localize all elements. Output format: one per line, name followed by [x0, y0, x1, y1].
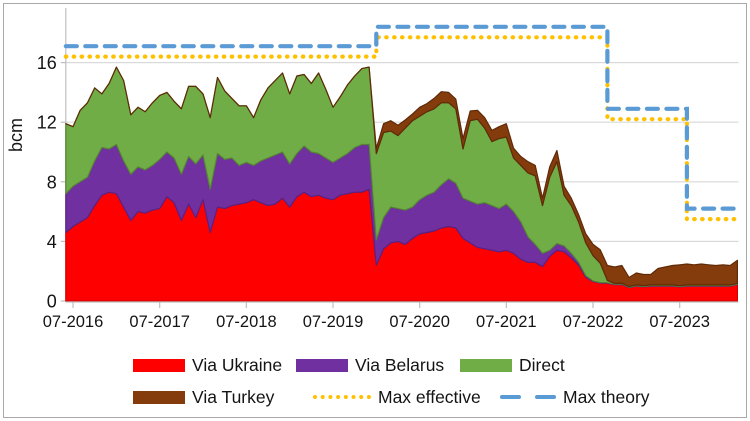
y-axis-title: bcm: [6, 118, 26, 152]
y-tick-label: 4: [47, 232, 57, 252]
y-tick-label: 16: [37, 53, 57, 73]
y-tick-label: 12: [37, 113, 57, 133]
x-tick-label: 07-2020: [389, 313, 450, 331]
x-tick-label: 07-2019: [303, 313, 364, 331]
line-max-theory: [63, 24, 740, 211]
y-tick-label: 8: [47, 172, 57, 192]
x-tick-label: 07-2016: [43, 313, 104, 331]
area-via-turkey: [65, 66, 739, 287]
x-tick-label: 07-2023: [649, 313, 710, 331]
x-tick-label: 07-2018: [216, 313, 277, 331]
x-tick-label: 07-2021: [476, 313, 537, 331]
y-tick-label: 0: [47, 292, 57, 312]
x-tick-label: 07-2022: [563, 313, 624, 331]
x-tick-label: 07-2017: [129, 313, 190, 331]
